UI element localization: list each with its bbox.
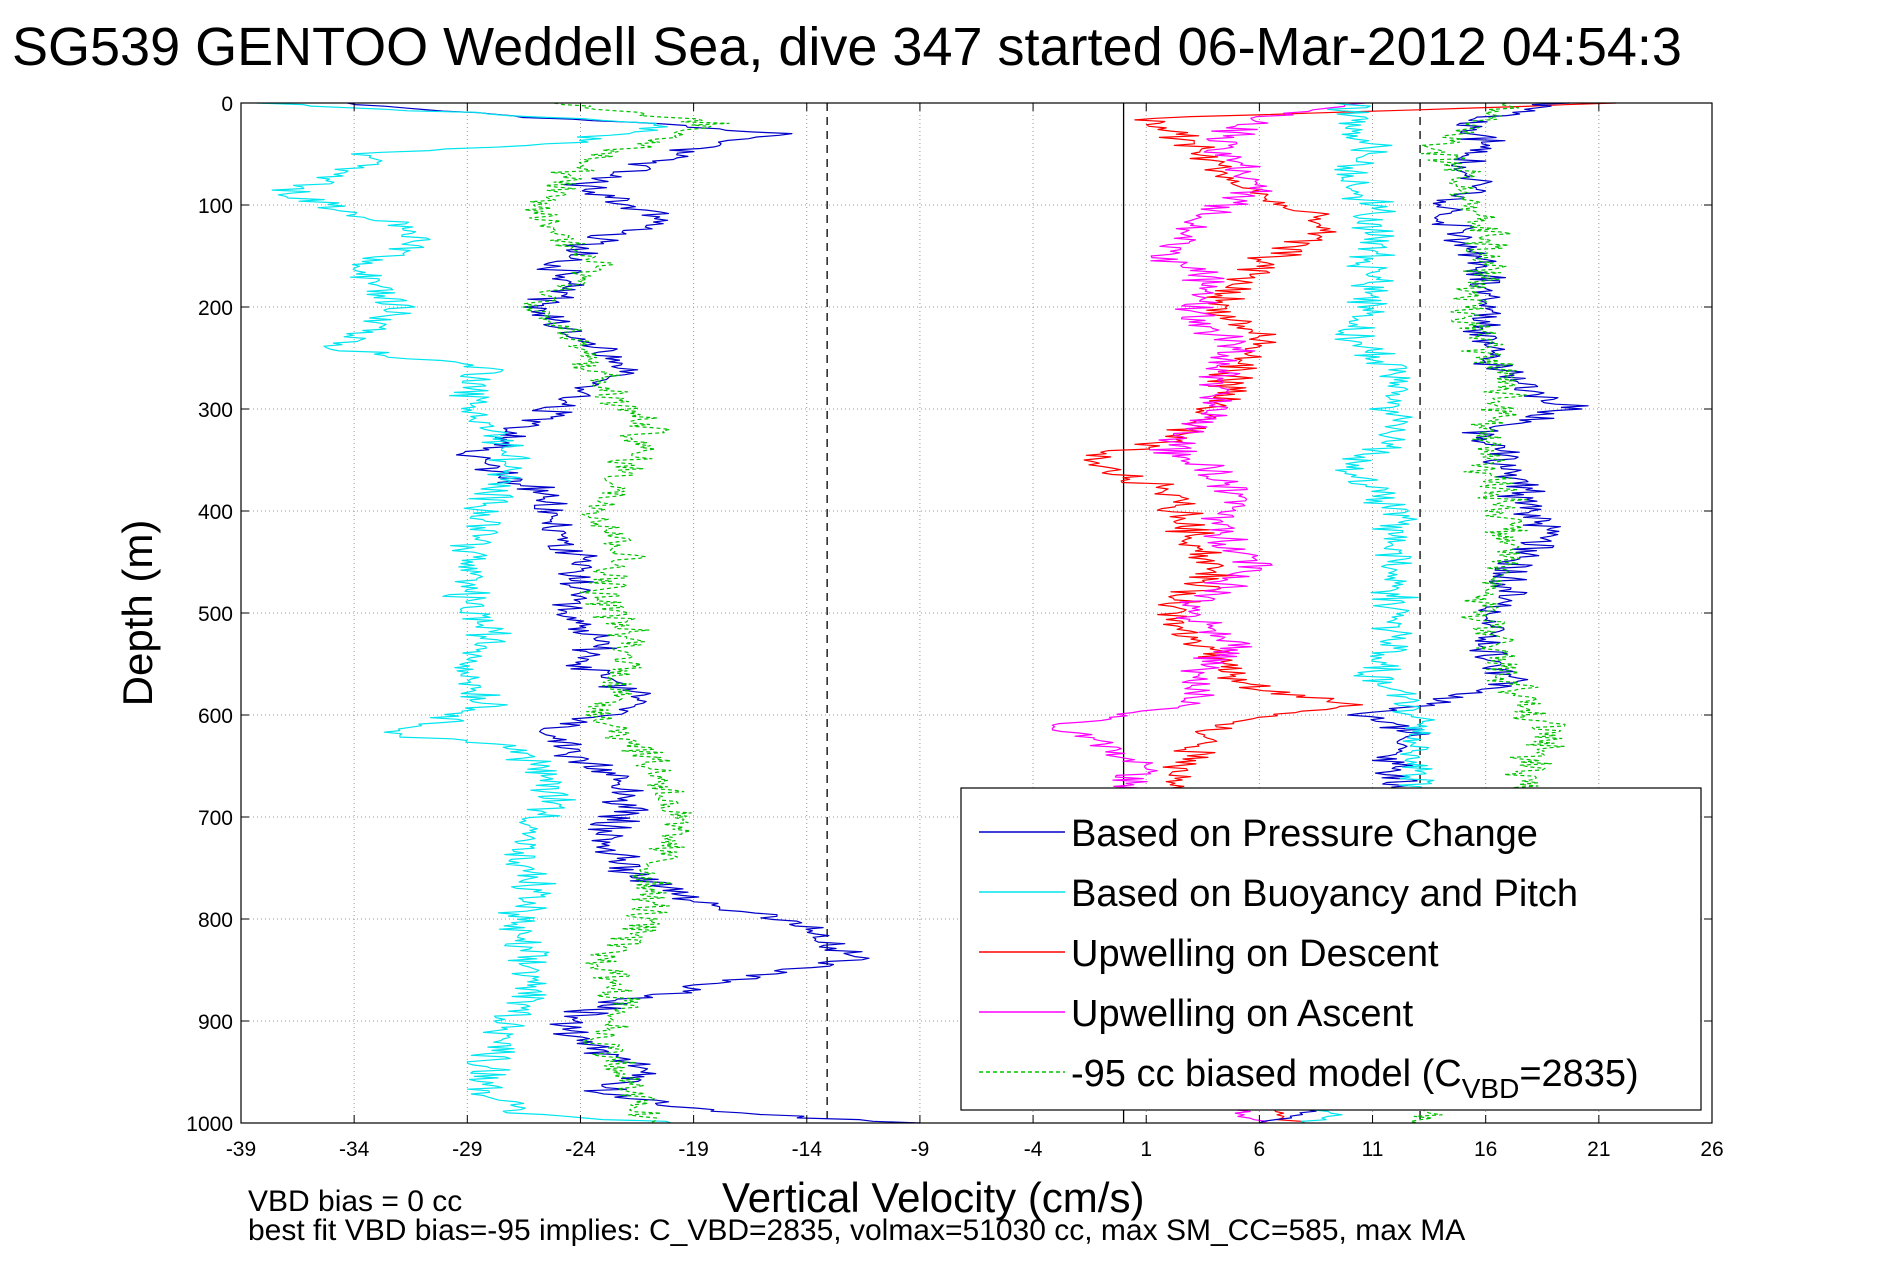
x-tick-label: -19	[678, 1138, 708, 1161]
x-tick-label: 21	[1587, 1138, 1610, 1161]
x-tick-label: 26	[1700, 1138, 1723, 1161]
y-tick-label: 1000	[186, 1113, 233, 1136]
x-tick-label: -29	[452, 1138, 482, 1161]
y-tick-label: 700	[198, 807, 233, 830]
x-tick-label: -14	[792, 1138, 823, 1161]
x-axis-label: Vertical Velocity (cm/s)	[722, 1174, 1144, 1221]
x-tick-label: -9	[911, 1138, 930, 1161]
x-tick-label: -34	[339, 1138, 370, 1161]
x-tick-label: 11	[1362, 1138, 1384, 1161]
legend-label: Based on Pressure Change	[1071, 813, 1538, 855]
y-tick-label: 0	[221, 93, 233, 116]
series-line	[256, 102, 672, 1124]
series-line	[347, 102, 920, 1124]
y-tick-label: 600	[198, 705, 233, 728]
y-tick-label: 400	[198, 501, 233, 524]
y-tick-label: 100	[198, 195, 233, 218]
legend-box	[960, 787, 1702, 1111]
x-tick-label: -24	[565, 1138, 596, 1161]
x-tick-label: 6	[1254, 1138, 1266, 1161]
y-tick-label: 300	[198, 399, 233, 422]
x-tick-label: -4	[1024, 1138, 1043, 1161]
legend-label: -95 cc biased model (CVBD=2835)	[1071, 1053, 1639, 1104]
footnote-best-fit: best fit VBD bias=-95 implies: C_VBD=283…	[248, 1214, 1465, 1247]
y-tick-label: 200	[198, 297, 233, 320]
y-tick-label: 800	[198, 909, 233, 932]
y-tick-label: 500	[198, 603, 233, 626]
y-axis-label: Depth (m)	[114, 520, 161, 707]
series-line	[522, 102, 730, 1124]
legend-label: Based on Buoyancy and Pitch	[1071, 873, 1578, 915]
legend: Based on Pressure Change Based on Buoyanc…	[960, 787, 1702, 1111]
legend-label: Upwelling on Ascent	[1071, 993, 1414, 1035]
x-ticks: -39 -34 -29 -24 -19 -14 -9 -4 1 6 11 16 21 26	[226, 103, 1724, 1161]
chart-title: SG539 GENTOO Weddell Sea, dive 347 start…	[12, 17, 1682, 77]
y-ticks: 0 100 200 300 400 500 600 700 800 900 1000	[186, 93, 1712, 1136]
legend-label: Upwelling on Descent	[1071, 933, 1439, 975]
footnote-vbd-bias: VBD bias = 0 cc	[248, 1185, 462, 1218]
x-tick-label: -39	[226, 1138, 256, 1161]
x-tick-label: 1	[1140, 1138, 1152, 1161]
x-tick-label: 16	[1474, 1138, 1497, 1161]
y-tick-label: 900	[198, 1011, 233, 1034]
